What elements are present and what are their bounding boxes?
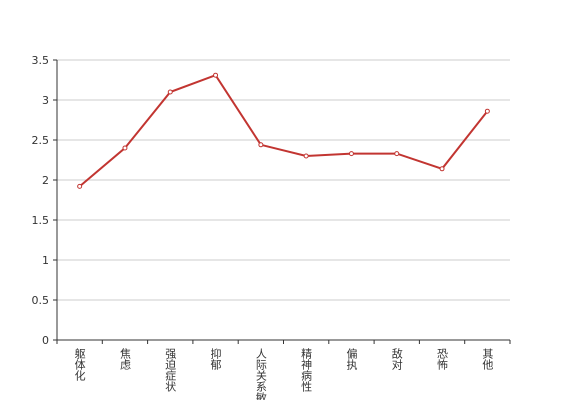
y-tick-label: 0	[42, 334, 49, 347]
line	[79, 73, 489, 188]
x-tick-label: 抑郁	[209, 347, 222, 370]
point	[348, 151, 354, 157]
x-tick-label: 人际关系敏感	[254, 348, 267, 400]
point	[394, 151, 400, 157]
y-tick-label: 2	[42, 174, 49, 187]
x-tick-label: 其他	[481, 348, 494, 370]
y-tick-label: 1.5	[32, 214, 50, 227]
y-tick-label: 0.5	[32, 294, 50, 307]
x-tick-label: 焦虑	[118, 348, 131, 370]
point	[167, 89, 173, 95]
x-tick-label: 恐怖	[436, 348, 449, 370]
point	[303, 153, 309, 159]
y-tick-label: 2.5	[32, 134, 50, 147]
point	[77, 183, 83, 189]
x-tick-label: 敌对	[390, 347, 403, 370]
point	[213, 72, 219, 78]
x-tick-label: 精神病性	[300, 348, 313, 393]
y-tick-label: 3.5	[32, 54, 50, 67]
y-tick-label: 1	[42, 254, 49, 267]
point	[122, 145, 128, 151]
x-tick-label: 偏执	[345, 347, 358, 371]
point	[484, 108, 490, 114]
x-tick-label: 强迫症状	[164, 348, 177, 392]
point	[258, 142, 264, 148]
y-tick-label: 3	[42, 94, 49, 107]
point	[439, 166, 445, 172]
x-tick-label: 躯体化	[73, 348, 86, 382]
